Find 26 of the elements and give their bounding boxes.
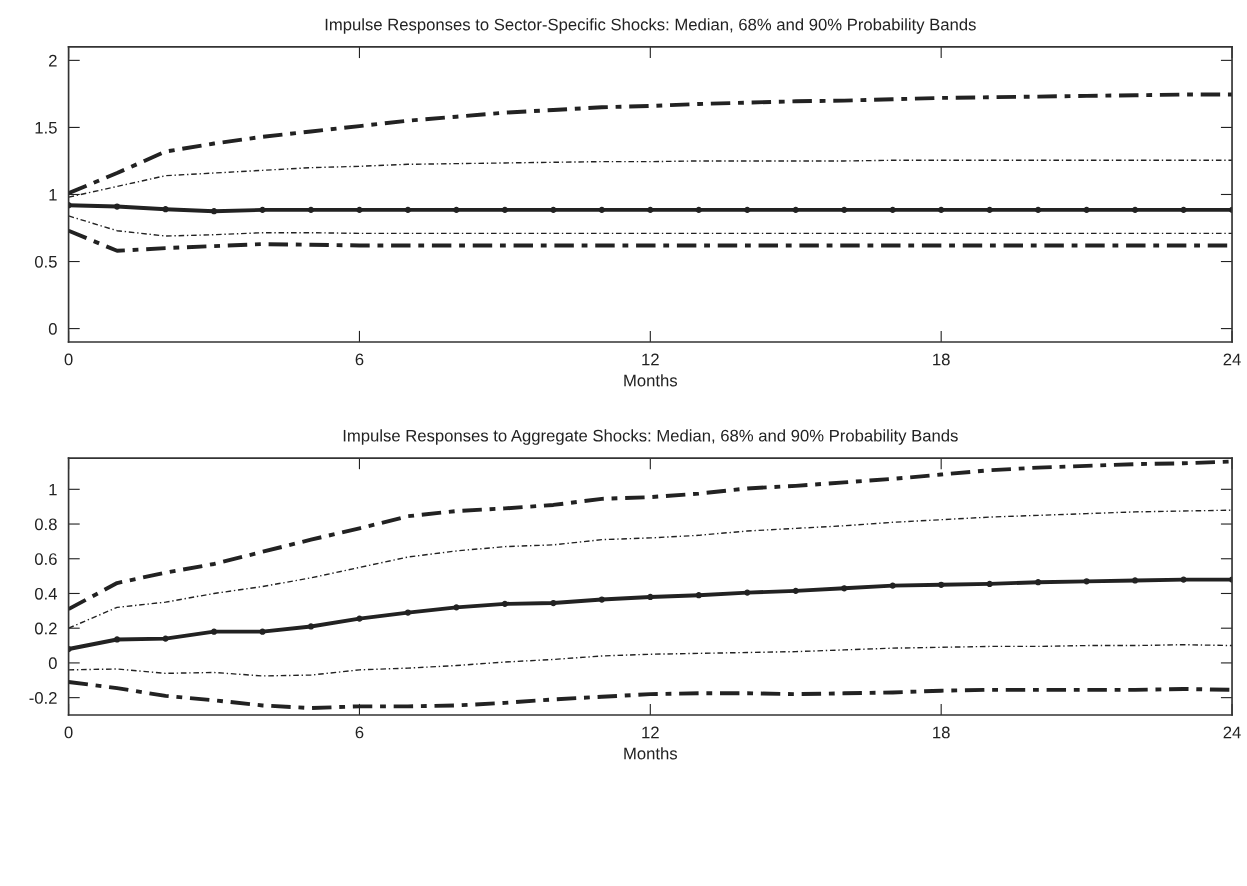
chart-title: Impulse Responses to Aggregate Shocks: Median, 68% and 90% Probability Bands bbox=[343, 429, 958, 445]
x-tick-label: 0 bbox=[64, 726, 73, 739]
y-tick-label: 1 bbox=[49, 189, 57, 201]
x-tick-label: 12 bbox=[642, 353, 659, 366]
y-tick-label: 2 bbox=[49, 54, 57, 67]
x-tick-label: 24 bbox=[1223, 353, 1241, 366]
x-tick-label: 6 bbox=[355, 353, 364, 366]
y-tick-label: 1 bbox=[49, 483, 57, 496]
x-tick-label: 18 bbox=[933, 726, 950, 739]
y-tick-label: 0.6 bbox=[34, 553, 57, 565]
chart-title: Impulse Responses to Sector-Specific Shocks: Median, 68% and 90% Probability Bands bbox=[325, 18, 976, 34]
y-tick-label: -0.2 bbox=[29, 692, 57, 704]
y-tick-label: 0.4 bbox=[34, 587, 57, 600]
y-tick-label: 0.2 bbox=[34, 622, 57, 635]
y-tick-label: 0.8 bbox=[34, 518, 57, 531]
x-axis-title: Months bbox=[624, 374, 678, 387]
x-tick-label: 0 bbox=[64, 353, 73, 366]
y-tick-label: 0.5 bbox=[34, 255, 57, 268]
x-tick-label: 24 bbox=[1223, 726, 1241, 739]
y-tick-label: 1.5 bbox=[35, 122, 57, 134]
x-axis-title: Months bbox=[624, 747, 678, 760]
y-tick-label: 0 bbox=[48, 657, 57, 670]
x-tick-label: 12 bbox=[642, 726, 659, 739]
y-tick-label: 0 bbox=[48, 322, 57, 335]
x-tick-label: 6 bbox=[355, 726, 364, 739]
x-tick-label: 18 bbox=[933, 353, 950, 366]
